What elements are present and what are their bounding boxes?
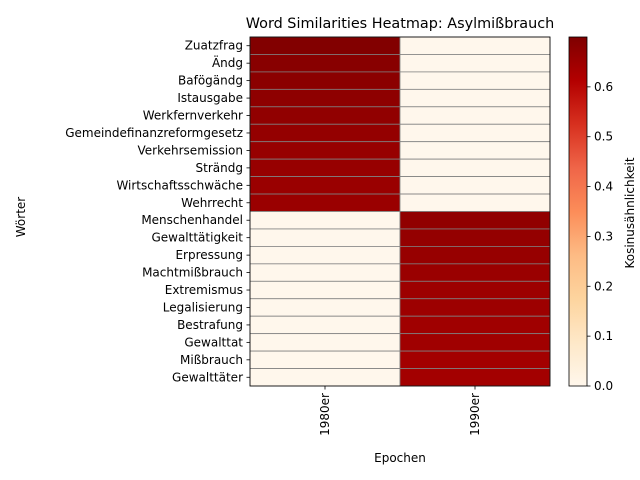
heatmap-cell [399, 141, 551, 160]
colorbar-tick-label: 0.3 [594, 229, 613, 243]
y-tick-label: Werkfernverkehr [143, 109, 243, 123]
y-tick-label: Legalisierung [163, 300, 243, 314]
x-axis-label: Epochen [374, 451, 426, 465]
heatmap-cell [399, 54, 551, 73]
heatmap-cell [399, 71, 551, 90]
x-tick-label: 1990er [468, 393, 482, 436]
y-tick-label: Gewalttäter [172, 370, 243, 384]
y-tick-label: Machtmißbrauch [142, 266, 243, 280]
y-tick-labels: Zuatzfrag Ändg Bafögändg Istausgabe Werkfern… [65, 39, 250, 384]
heatmap-cell [399, 211, 551, 230]
x-tick-labels: 1980er 1990er [318, 386, 482, 436]
heatmap-cell [399, 123, 551, 143]
heatmap-cell [399, 333, 551, 352]
heatmap-cell [249, 263, 401, 282]
heatmap-cell [249, 298, 401, 317]
colorbar-tick-label: 0.4 [594, 180, 613, 194]
heatmap-cell [399, 106, 551, 125]
y-tick-label: Gewalttat [184, 335, 243, 349]
heatmap-cell [249, 123, 401, 143]
y-axis-label: Wörter [14, 197, 28, 238]
colorbar-label: Kosinusähnlichkeit [623, 157, 637, 268]
heatmap-cell [399, 298, 551, 317]
heatmap-cell [399, 176, 551, 195]
heatmap-cell [399, 158, 551, 177]
colorbar: 0.0 0.1 0.2 0.3 0.4 0.5 0.6 [568, 36, 613, 393]
colorbar-tick-label: 0.1 [594, 329, 613, 343]
y-tick-label: Strändg [196, 161, 243, 175]
y-tick-label: Wehrrecht [181, 196, 243, 210]
y-tick-label: Zuatzfrag [185, 39, 243, 53]
heatmap-cell [399, 368, 551, 387]
heatmap-cell [249, 315, 401, 335]
heatmap-cell [249, 228, 401, 247]
x-tick-label: 1980er [318, 393, 332, 436]
y-tick-label: Menschenhandel [141, 213, 243, 227]
heatmap-cell [249, 106, 401, 125]
plot-frame [249, 36, 551, 387]
heatmap-cell [399, 36, 551, 55]
y-tick-label: Extremismus [165, 283, 243, 297]
heatmap-cell [249, 176, 401, 195]
y-tick-label: Istausgabe [177, 91, 243, 105]
y-tick-label: Wirtschaftsschwäche [116, 178, 243, 192]
y-tick-label: Gewalttätigkeit [151, 231, 243, 245]
heatmap-cells [249, 36, 551, 387]
heatmap-cell [399, 263, 551, 282]
heatmap-cell [399, 280, 551, 300]
y-tick-label: Ändg [212, 55, 243, 70]
heatmap-cell [249, 333, 401, 352]
heatmap-cell [249, 158, 401, 177]
colorbar-tick-label: 0.2 [594, 279, 613, 293]
heatmap-cell [249, 88, 401, 108]
colorbar-tick-label: 0.0 [594, 379, 613, 393]
heatmap-cell [249, 193, 401, 212]
heatmap-cell [249, 71, 401, 90]
heatmap-cell [399, 193, 551, 212]
y-tick-label: Mißbrauch [180, 353, 243, 367]
heatmap-cell [399, 88, 551, 108]
y-tick-label: Verkehrsemission [138, 143, 243, 157]
y-tick-label: Bestrafung [177, 318, 243, 332]
colorbar-tick-label: 0.6 [594, 80, 613, 94]
heatmap-cell [249, 368, 401, 387]
y-tick-label: Gemeindefinanzreformgesetz [65, 126, 243, 140]
heatmap-cell [249, 54, 401, 73]
colorbar-gradient [568, 36, 588, 387]
heatmap-cell [249, 245, 401, 265]
heatmap-cell [399, 315, 551, 335]
heatmap-cell [249, 280, 401, 300]
heatmap-cell [249, 36, 401, 55]
colorbar-tick-label: 0.5 [594, 130, 613, 144]
heatmap-cell [249, 350, 401, 369]
heatmap-cell [399, 350, 551, 369]
heatmap-cell [399, 228, 551, 247]
chart-title: Word Similarities Heatmap: Asylmißbrauch [246, 16, 555, 32]
heatmap-cell [399, 245, 551, 265]
heatmap-cell [249, 211, 401, 230]
heatmap-cell [249, 141, 401, 160]
y-tick-label: Erpressung [175, 248, 243, 262]
y-tick-label: Bafögändg [178, 74, 243, 88]
